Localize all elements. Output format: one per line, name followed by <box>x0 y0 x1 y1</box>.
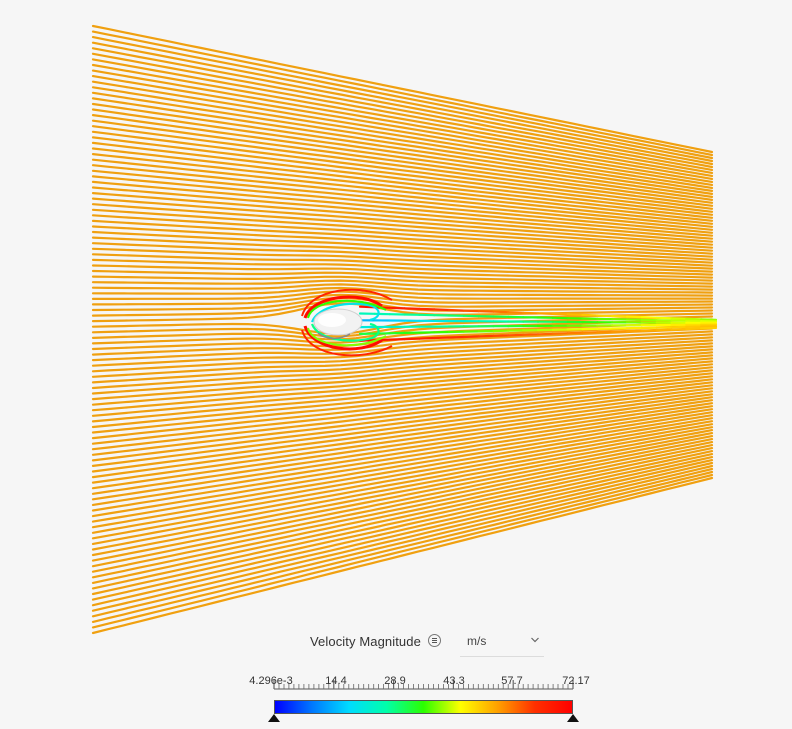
legend-title: Velocity Magnitude <box>310 634 421 649</box>
color-legend: Velocity Magnitude m/s 4.296e-3 14.4 28.… <box>0 628 792 729</box>
tick-label-0: 4.296e-3 <box>249 675 293 687</box>
tick-label-5: 72.17 <box>562 675 590 687</box>
tick-label-2: 28.9 <box>384 675 406 687</box>
legend-header: Velocity Magnitude m/s <box>0 628 792 658</box>
unit-label: m/s <box>467 634 487 648</box>
min-range-handle[interactable] <box>268 714 280 722</box>
tick-label-3: 43.3 <box>443 675 465 687</box>
unit-dropdown[interactable]: m/s <box>460 628 544 657</box>
chevron-down-icon <box>531 637 539 643</box>
max-range-handle[interactable] <box>567 714 579 722</box>
tick-label-4: 57.7 <box>501 675 523 687</box>
list-icon[interactable] <box>428 634 441 647</box>
colorbar-gradient <box>274 700 573 714</box>
tick-label-1: 14.4 <box>325 675 347 687</box>
colorbar-ticks <box>273 680 574 690</box>
